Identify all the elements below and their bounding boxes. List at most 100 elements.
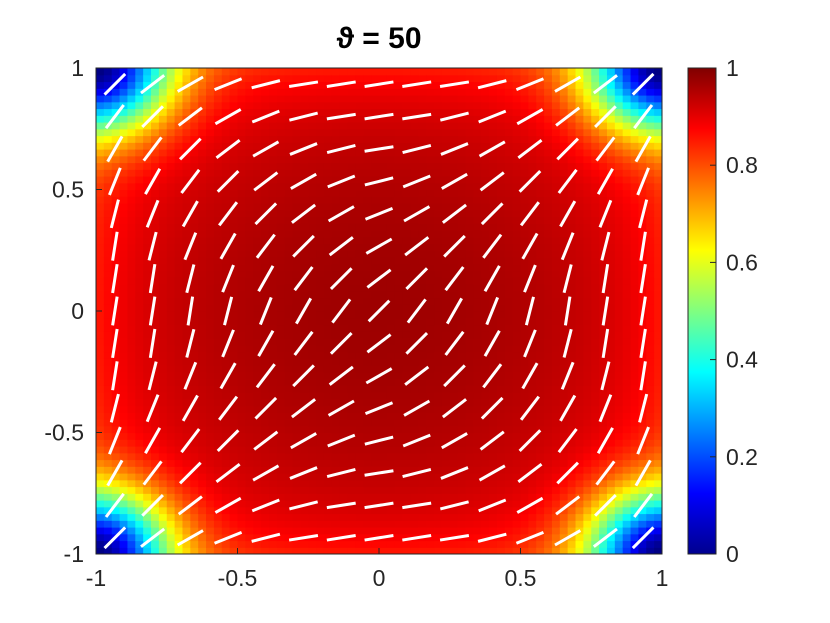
heatmap-cell — [449, 216, 459, 224]
heatmap-cell — [245, 533, 254, 542]
heatmap-cell — [473, 209, 482, 218]
heatmap-cell — [135, 284, 144, 292]
heatmap-cell — [512, 459, 522, 467]
heatmap-cell — [559, 419, 569, 427]
heatmap-cell — [268, 479, 278, 488]
heatmap-cell — [182, 540, 191, 548]
heatmap-cell — [253, 317, 262, 326]
heatmap-cell — [308, 493, 317, 501]
heatmap-cell — [198, 365, 207, 373]
heatmap-cell — [253, 311, 262, 319]
heatmap-cell — [583, 500, 592, 508]
heatmap-cell — [316, 270, 325, 278]
heatmap-cell — [190, 155, 199, 164]
heatmap-cell — [465, 135, 474, 143]
heatmap-cell — [96, 223, 105, 231]
heatmap-cell — [536, 527, 545, 535]
heatmap-cell — [591, 270, 600, 278]
heatmap-cell — [441, 243, 451, 251]
heatmap-cell — [119, 351, 129, 359]
heatmap-cell — [151, 290, 160, 299]
heatmap-cell — [606, 223, 616, 231]
heatmap-cell — [426, 473, 435, 481]
heatmap-cell — [544, 486, 553, 494]
heatmap-cell — [158, 176, 168, 184]
heatmap-cell — [630, 317, 640, 326]
heatmap-cell — [166, 439, 176, 447]
heatmap-cell — [237, 297, 246, 305]
heatmap-cell — [143, 95, 152, 103]
heatmap-cell — [504, 236, 514, 245]
heatmap-cell — [213, 230, 223, 238]
heatmap-cell — [158, 115, 168, 123]
heatmap-cell — [190, 311, 199, 319]
heatmap-cell — [496, 540, 506, 548]
heatmap-cell — [127, 243, 136, 251]
heatmap-cell — [606, 500, 616, 508]
heatmap-cell — [441, 263, 451, 272]
heatmap-cell — [166, 155, 176, 164]
heatmap-cell — [174, 486, 184, 494]
heatmap-cell — [520, 439, 529, 447]
heatmap-cell — [591, 506, 600, 515]
heatmap-cell — [606, 189, 616, 197]
heatmap-cell — [158, 331, 168, 339]
heatmap-cell — [206, 209, 215, 218]
heatmap-cell — [410, 122, 419, 130]
heatmap-cell — [599, 108, 608, 116]
heatmap-cell — [316, 412, 325, 420]
heatmap-cell — [135, 263, 144, 272]
heatmap-cell — [489, 169, 498, 177]
heatmap-cell — [622, 68, 632, 76]
heatmap-cell — [96, 263, 105, 272]
heatmap-cell — [119, 331, 129, 339]
heatmap-cell — [331, 196, 341, 204]
heatmap-cell — [339, 149, 349, 157]
heatmap-cell — [174, 290, 184, 299]
heatmap-cell — [355, 142, 364, 150]
heatmap-cell — [103, 223, 113, 231]
heatmap-cell — [441, 479, 451, 488]
heatmap-cell — [567, 243, 577, 251]
heatmap-cell — [520, 263, 529, 272]
heatmap-cell — [441, 371, 451, 380]
heatmap-cell — [512, 405, 522, 413]
heatmap-cell — [418, 338, 427, 346]
heatmap-cell — [198, 277, 207, 285]
heatmap-cell — [198, 216, 207, 224]
heatmap-cell — [363, 290, 372, 299]
heatmap-cell — [386, 74, 396, 83]
heatmap-cell — [339, 230, 349, 238]
heatmap-cell — [363, 182, 372, 191]
heatmap-cell — [520, 466, 529, 474]
heatmap-cell — [371, 351, 380, 359]
heatmap-cell — [426, 108, 435, 116]
heatmap-cell — [300, 223, 309, 231]
heatmap-cell — [292, 493, 301, 501]
heatmap-cell — [599, 365, 608, 373]
heatmap-cell — [536, 297, 545, 305]
heatmap-cell — [426, 324, 435, 332]
heatmap-cell — [520, 344, 529, 353]
heatmap-cell — [489, 351, 498, 359]
heatmap-cell — [614, 216, 624, 224]
heatmap-cell — [166, 304, 176, 312]
heatmap-cell — [371, 196, 380, 204]
heatmap-cell — [119, 182, 129, 191]
heatmap-cell — [261, 506, 270, 515]
heatmap-cell — [567, 533, 577, 542]
heatmap-cell — [465, 122, 474, 130]
heatmap-cell — [166, 88, 176, 96]
heatmap-cell — [268, 351, 278, 359]
heatmap-cell — [111, 446, 121, 454]
heatmap-cell — [551, 452, 561, 461]
heatmap-cell — [363, 209, 372, 218]
heatmap-cell — [599, 128, 608, 137]
heatmap-cell — [158, 135, 168, 143]
heatmap-cell — [583, 358, 592, 366]
heatmap-cell — [174, 122, 184, 130]
heatmap-cell — [489, 324, 498, 332]
heatmap-cell — [591, 493, 600, 501]
heatmap-cell — [622, 506, 632, 515]
heatmap-cell — [143, 182, 152, 191]
